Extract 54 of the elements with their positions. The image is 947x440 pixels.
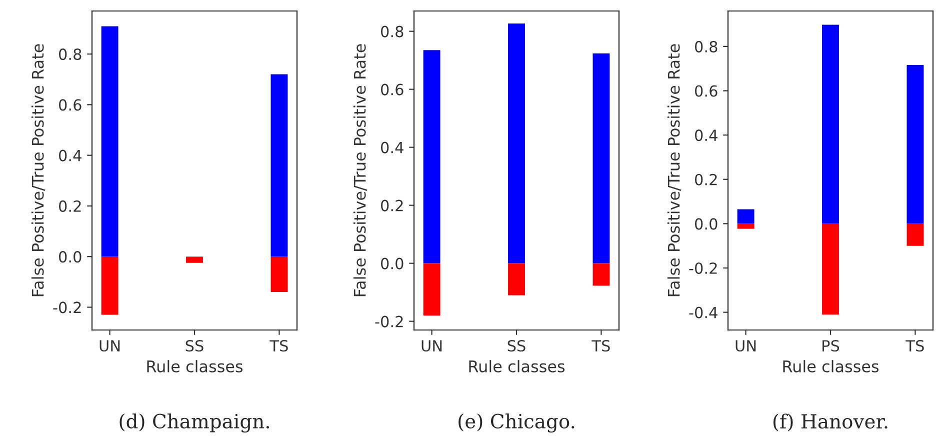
y-tick-label: -0.2 (53, 302, 81, 314)
x-axis-title: Rule classes (147, 360, 243, 372)
y-tick-label: 0.6 (694, 85, 718, 97)
y-tick-label: 0.2 (58, 200, 81, 212)
bar (592, 263, 610, 286)
y-tick-label: 0.8 (380, 26, 404, 38)
bar (906, 65, 924, 224)
y-tick-label: 0.6 (58, 99, 82, 111)
bar (270, 74, 288, 257)
y-tick-label: 0.4 (694, 130, 718, 142)
bar (508, 263, 525, 296)
y-axis-title: False Positive/True Positive Rate (31, 44, 46, 296)
y-tick-label: 0.0 (380, 258, 404, 270)
bar (270, 256, 288, 292)
x-tick-label: UN (422, 340, 442, 352)
y-tick-label: 0.8 (58, 48, 82, 60)
x-axis-title: Rule classes (469, 360, 565, 372)
y-tick-label: 0.8 (694, 40, 718, 52)
bar (186, 256, 203, 263)
x-tick-label: TS (906, 340, 924, 352)
y-tick-label: -0.2 (689, 262, 717, 274)
x-axis-title: Rule classes (783, 360, 879, 372)
bar (737, 224, 754, 229)
text: (d) Champaign. (120, 413, 269, 433)
y-tick-label: -0.4 (689, 306, 718, 318)
bar (101, 256, 118, 315)
bar (737, 209, 754, 224)
x-tick-label: TS (592, 340, 610, 352)
text: (e) Chicago. (458, 413, 574, 433)
y-tick-label: 0.6 (380, 84, 404, 96)
y-tick-label: 0.2 (694, 174, 717, 186)
x-tick-label: UN (736, 340, 756, 352)
x-tick-label: UN (100, 340, 120, 352)
x-tick-label: PS (822, 340, 840, 352)
bar (508, 23, 525, 264)
x-tick-label: SS (186, 340, 204, 352)
bar (822, 24, 839, 224)
y-tick-label: 0.0 (694, 218, 718, 230)
y-tick-label: 0.4 (58, 150, 82, 162)
y-tick-label: -0.2 (375, 316, 403, 328)
y-axis-title: False Positive/True Positive Rate (667, 44, 682, 296)
bar (423, 263, 440, 316)
bar (906, 224, 924, 246)
bar (592, 53, 610, 264)
text: (f) Hanover. (773, 414, 888, 432)
bar (101, 26, 118, 257)
y-tick-label: 0.2 (380, 200, 403, 212)
bar (822, 224, 839, 314)
bar (423, 50, 440, 264)
x-tick-label: TS (270, 340, 288, 352)
y-tick-label: 0.4 (380, 142, 404, 154)
y-axis-title: False Positive/True Positive Rate (353, 44, 368, 296)
y-tick-label: 0.0 (58, 251, 82, 263)
x-tick-label: SS (508, 340, 526, 352)
